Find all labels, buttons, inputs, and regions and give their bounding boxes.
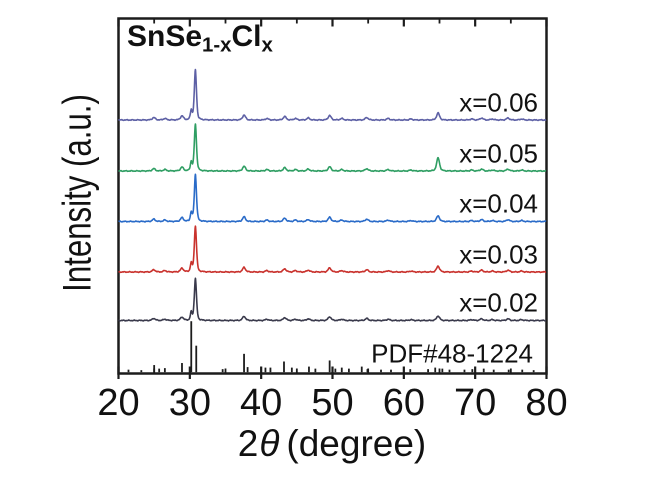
xrd-curve-x=0.04 bbox=[118, 173, 547, 223]
x-axis-label: 2θ (degree) bbox=[238, 423, 427, 465]
xrd-curve-x=0.03 bbox=[118, 225, 547, 274]
pdf-reference-label: PDF#48-1224 bbox=[371, 338, 533, 369]
xrd-curve-x=0.02 bbox=[118, 277, 547, 322]
x-label-theta-symbol: θ bbox=[259, 423, 280, 464]
x-tick-label: 30 bbox=[169, 382, 211, 424]
x-tick-label: 60 bbox=[383, 382, 425, 424]
xrd-curve-x=0.06 bbox=[117, 68, 547, 122]
x-tick-label: 80 bbox=[525, 382, 567, 424]
x-tick-label: 40 bbox=[240, 382, 282, 424]
chart-title-sub1: 1-x bbox=[202, 34, 232, 57]
series-label-x0.02: x=0.02 bbox=[459, 287, 538, 318]
x-tick-label: 20 bbox=[97, 382, 139, 424]
chart-title-base: SnSe bbox=[127, 20, 203, 53]
y-axis-label: Intensity (a.u.) bbox=[55, 94, 100, 292]
x-label-number: 2 bbox=[237, 423, 259, 464]
xrd-curve-x=0.05 bbox=[118, 123, 547, 173]
chart-title-sub2: x bbox=[261, 34, 273, 57]
series-label-x0.05: x=0.05 bbox=[459, 138, 538, 169]
x-label-unit: (degree) bbox=[286, 423, 427, 464]
series-label-x0.03: x=0.03 bbox=[459, 239, 538, 270]
series-label-x0.04: x=0.04 bbox=[459, 188, 538, 219]
chart-title: SnSe1-xClx bbox=[127, 20, 273, 58]
x-tick-label: 50 bbox=[311, 382, 353, 424]
x-tick-label: 70 bbox=[454, 382, 496, 424]
series-label-x0.06: x=0.06 bbox=[459, 87, 538, 118]
chart-title-mid: Cl bbox=[231, 20, 262, 53]
